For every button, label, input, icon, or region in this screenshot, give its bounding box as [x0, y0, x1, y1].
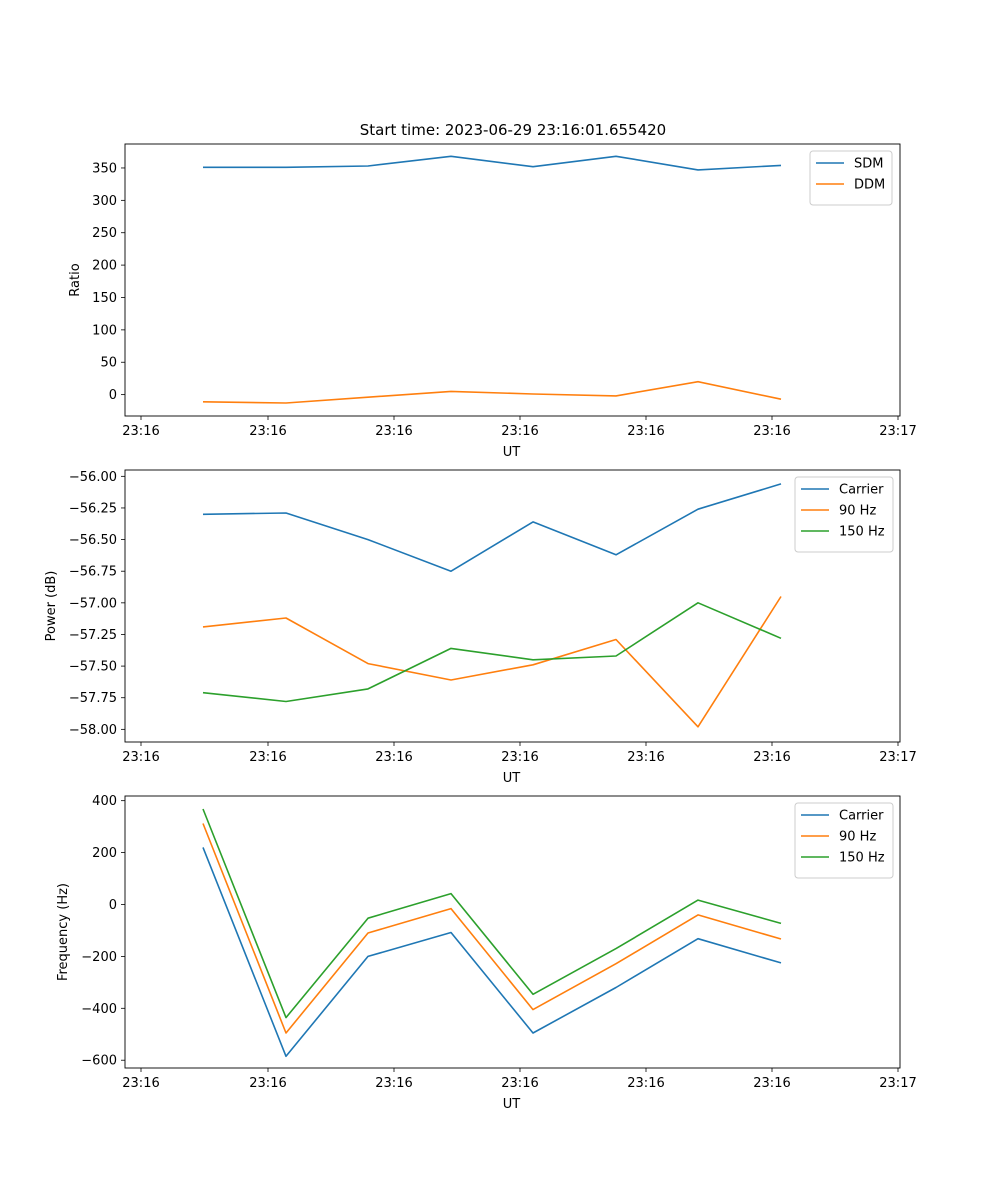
y-axis-label: Ratio [68, 263, 83, 296]
x-tick-label: 23:16 [501, 750, 538, 765]
x-tick-label: 23:16 [627, 424, 664, 439]
y-tick-label: −400 [81, 1002, 117, 1017]
x-tick-label: 23:16 [753, 750, 790, 765]
x-tick-label: 23:16 [122, 424, 159, 439]
x-tick-label: 23:16 [501, 1076, 538, 1091]
series-line-sdm [203, 155, 782, 171]
chart-panel-2: 23:16 23:16 23:16 23:16 23:16 23:16 23:17 UT −58… [44, 469, 917, 786]
legend: SDM DDM [809, 150, 893, 206]
x-tick-label: 23:16 [375, 1076, 412, 1091]
y-axis-label: Power (dB) [44, 571, 59, 642]
y-axis-label: Frequency (Hz) [56, 883, 71, 981]
x-tick-label: 23:16 [375, 750, 412, 765]
y-tick-label: −57.75 [69, 691, 117, 706]
y-tick-label: −600 [81, 1054, 117, 1069]
x-tick-label: 23:16 [249, 424, 286, 439]
legend-label: 150 Hz [839, 525, 885, 540]
y-tick-label: −56.25 [69, 501, 117, 516]
series-line-ddm [202, 380, 782, 404]
x-tick-label: 23:17 [879, 750, 916, 765]
y-tick-label: −58.00 [69, 723, 117, 738]
series-line-150-hz [202, 601, 782, 703]
x-tick-label: 23:17 [879, 424, 916, 439]
y-tick-label: 0 [109, 898, 117, 913]
y-tick-label: 0 [109, 388, 117, 403]
series-line-90-hz [202, 596, 782, 728]
y-tick-label: 250 [92, 226, 117, 241]
legend-label: 150 Hz [839, 851, 885, 866]
x-tick-label: 23:16 [753, 424, 790, 439]
y-tick-label: 350 [92, 161, 117, 176]
x-tick-label: 23:17 [879, 1076, 916, 1091]
legend-label: SDM [854, 157, 883, 172]
y-tick-label: 300 [92, 194, 117, 209]
x-tick-label: 23:16 [249, 1076, 286, 1091]
x-tick-label: 23:16 [375, 424, 412, 439]
legend-label: DDM [854, 178, 885, 193]
legend: Carrier 90 Hz 150 Hz [794, 476, 894, 553]
series-line-carrier [202, 847, 782, 1058]
legend-label: 90 Hz [839, 504, 876, 519]
legend-label: Carrier [839, 809, 884, 824]
y-tick-label: 200 [92, 259, 117, 274]
x-axis-label: UT [503, 771, 521, 786]
axes-frame [124, 469, 901, 743]
y-tick-label: −57.50 [69, 660, 117, 675]
y-tick-label: −56.00 [69, 470, 117, 485]
y-tick-label: 400 [92, 794, 117, 809]
x-tick-label: 23:16 [627, 1076, 664, 1091]
legend-box [794, 476, 894, 553]
x-axis-label: UT [503, 1097, 521, 1112]
x-tick-label: 23:16 [501, 424, 538, 439]
y-tick-label: −57.00 [69, 596, 117, 611]
axes-frame [124, 795, 901, 1069]
x-tick-label: 23:16 [627, 750, 664, 765]
legend-box [809, 150, 893, 206]
chart-panel-1: 23:16 23:16 23:16 23:16 23:16 23:16 23:17 UT 0 50… [68, 143, 917, 460]
series-line-150-hz [202, 808, 782, 1019]
legend-box [794, 802, 894, 879]
series-line-90-hz [202, 823, 782, 1034]
y-tick-label: 200 [92, 846, 117, 861]
legend: Carrier 90 Hz 150 Hz [794, 802, 894, 879]
y-tick-label: −56.75 [69, 565, 117, 580]
x-tick-label: 23:16 [753, 1076, 790, 1091]
x-tick-label: 23:16 [122, 1076, 159, 1091]
chart-panel-3: 23:16 23:16 23:16 23:16 23:16 23:16 23:17 UT −60… [56, 794, 917, 1112]
x-axis-label: UT [503, 445, 521, 460]
y-tick-label: −200 [81, 950, 117, 965]
y-tick-label: 150 [92, 291, 117, 306]
x-tick-label: 23:16 [249, 750, 286, 765]
legend-label: 90 Hz [839, 830, 876, 845]
y-tick-label: −57.25 [69, 628, 117, 643]
x-tick-label: 23:16 [122, 750, 159, 765]
panels: 23:16 23:16 23:16 23:16 23:16 23:16 23:17 UT 0 50… [44, 143, 917, 1112]
legend-label: Carrier [839, 483, 884, 498]
figure-title: Start time: 2023-06-29 23:16:01.655420 [360, 121, 666, 139]
series-line-carrier [202, 483, 782, 573]
y-tick-label: 100 [92, 323, 117, 338]
axes-frame [124, 143, 901, 417]
y-tick-label: −56.50 [69, 533, 117, 548]
y-tick-label: 50 [100, 356, 117, 371]
